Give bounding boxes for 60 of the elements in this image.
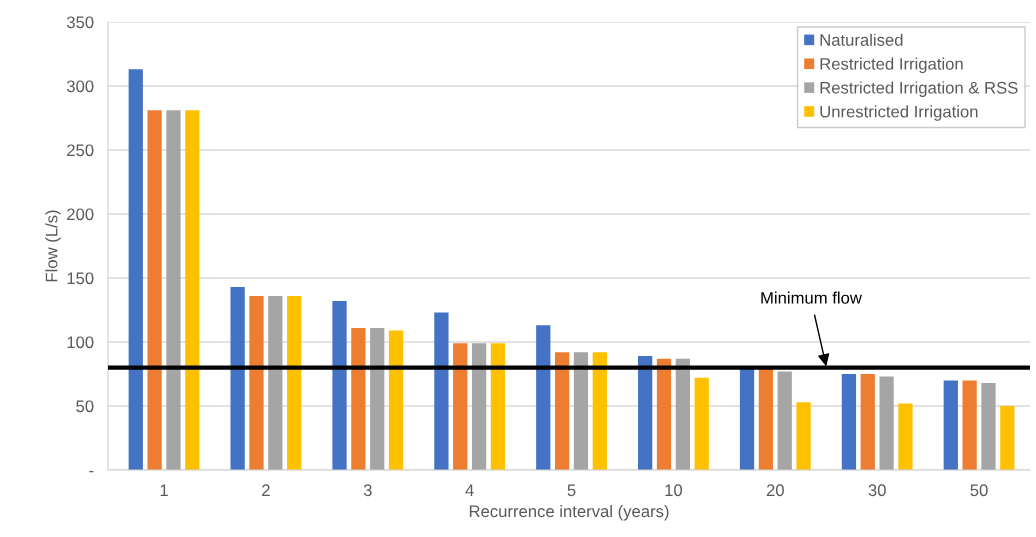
bar xyxy=(147,110,162,470)
bar xyxy=(453,343,468,470)
bar xyxy=(536,325,551,470)
y-tick-label: 200 xyxy=(67,208,94,221)
bar xyxy=(287,295,302,470)
bar xyxy=(675,358,690,470)
x-tick-label: 30 xyxy=(868,484,886,497)
bar xyxy=(1000,406,1015,470)
bar xyxy=(471,343,487,470)
x-tick-label: 5 xyxy=(567,484,576,497)
ref-line-label: Minimum flow xyxy=(761,291,862,304)
bar xyxy=(434,312,449,470)
bar xyxy=(351,327,366,470)
bar xyxy=(332,301,347,470)
bar xyxy=(943,380,958,470)
y-tick-label: 300 xyxy=(66,80,94,93)
legend-label: Unrestricted Irrigation xyxy=(820,105,978,121)
x-axis-title: Recurrence interval (years) xyxy=(469,504,669,521)
bar xyxy=(841,374,857,470)
x-tick-label: 4 xyxy=(465,484,474,496)
bar xyxy=(128,69,143,470)
bar xyxy=(860,374,875,470)
bar xyxy=(898,403,913,470)
y-tick-label: 50 xyxy=(76,400,94,413)
bar xyxy=(249,295,264,470)
bar xyxy=(166,110,181,470)
bar xyxy=(592,352,607,470)
x-tick-label: 10 xyxy=(665,484,683,497)
bar xyxy=(554,352,570,470)
bar xyxy=(490,343,506,470)
y-tick-label: 350 xyxy=(66,16,94,29)
bar xyxy=(739,367,755,470)
legend-label: Restricted Irrigation & RSS xyxy=(820,81,1018,97)
bar xyxy=(879,376,894,470)
bar xyxy=(573,352,589,470)
x-tick-label: 20 xyxy=(766,484,784,497)
bar xyxy=(388,330,404,470)
y-tick-label: - xyxy=(89,470,94,473)
y-tick-label: 100 xyxy=(67,336,94,349)
legend-label: Restricted Irrigation xyxy=(820,57,963,74)
bar xyxy=(694,377,709,470)
bar xyxy=(962,380,977,470)
y-axis-title: Flow (L/s) xyxy=(45,210,61,282)
bar xyxy=(796,402,811,470)
bar xyxy=(230,286,245,470)
y-tick-label: 250 xyxy=(67,144,94,157)
x-tick-label: 50 xyxy=(970,484,988,497)
bar xyxy=(981,382,996,470)
legend-label: Naturalised xyxy=(820,33,903,46)
x-tick-label: 3 xyxy=(363,484,372,497)
bar xyxy=(638,356,653,470)
bar xyxy=(268,295,283,470)
bar xyxy=(758,367,774,470)
bar xyxy=(185,110,200,470)
bar xyxy=(777,371,792,470)
y-tick-label: 150 xyxy=(67,272,94,285)
x-tick-label: 2 xyxy=(262,484,270,496)
bar xyxy=(370,327,385,470)
bar xyxy=(656,358,672,470)
x-tick-label: 1 xyxy=(160,484,168,496)
